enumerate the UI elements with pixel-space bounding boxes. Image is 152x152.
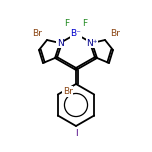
Text: B⁻: B⁻ — [71, 29, 81, 38]
Text: Br: Br — [110, 29, 120, 38]
Text: N: N — [57, 38, 63, 47]
Text: Br: Br — [63, 87, 73, 96]
Text: N⁺: N⁺ — [86, 38, 98, 47]
Text: F: F — [82, 19, 88, 29]
Text: Br: Br — [32, 29, 42, 38]
Text: I: I — [75, 130, 77, 138]
Text: F: F — [64, 19, 70, 29]
